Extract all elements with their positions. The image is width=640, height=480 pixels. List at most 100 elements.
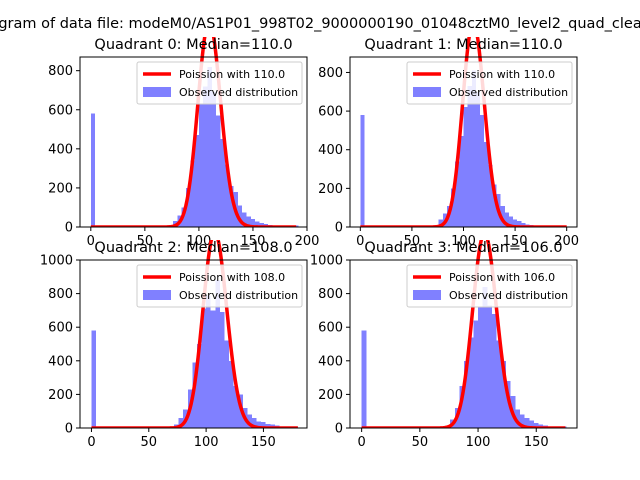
quadrant-3-y-tick-label: 800 xyxy=(318,287,343,302)
quadrant-3-y-tick-label: 200 xyxy=(318,388,343,403)
quadrant-3-hist-bar xyxy=(519,414,525,428)
quadrant-3-hist-bar xyxy=(468,337,474,428)
quadrant-3-hist-bar xyxy=(473,320,479,428)
quadrant-1-y-tick-label: 400 xyxy=(318,143,343,158)
quadrant-3-hist-bar xyxy=(492,313,497,428)
quadrant-1-hist-bar xyxy=(492,184,497,227)
quadrant-2-legend-hist-label: Observed distribution xyxy=(179,289,298,302)
quadrant-1-hist-bar xyxy=(484,142,489,227)
quadrant-2-y-tick-label: 600 xyxy=(48,321,73,336)
quadrant-3-poisson-curve xyxy=(361,240,566,428)
quadrant-0-hist-bar xyxy=(216,115,221,227)
quadrant-0-hist-bar xyxy=(224,164,230,227)
quadrant-2-legend-box xyxy=(136,264,303,308)
quadrant-0-hist-bar xyxy=(242,212,247,227)
quadrant-0-hist-bar xyxy=(198,103,204,227)
quadrant-2-hist-bar xyxy=(219,312,225,428)
quadrant-0-x-tick-label: 100 xyxy=(186,234,211,249)
quadrant-0-x-tick-label: 150 xyxy=(241,234,266,249)
quadrant-1-hist-bar xyxy=(467,85,472,228)
quadrant-2-x-tick-label: 100 xyxy=(194,435,219,450)
quadrant-1-y-tick-label: 200 xyxy=(318,182,343,197)
quadrant-0-hist-bar xyxy=(90,113,96,227)
quadrant-2-axes-frame xyxy=(79,259,308,429)
quadrant-1-hist-bar xyxy=(521,223,526,227)
quadrant-0-y-tick-label: 200 xyxy=(48,181,73,196)
quadrant-0-hist-bar xyxy=(250,219,256,227)
quadrant-2-y-tick-label: 0 xyxy=(65,422,73,437)
quadrant-2-y-tick-label: 800 xyxy=(48,287,73,302)
quadrant-0-panel: 0 50 100 150 200 0 200 400 600 800 Quadrant 0: Med… xyxy=(48,37,319,249)
quadrant-2-hist-bar xyxy=(178,417,184,428)
quadrant-1-hist-bar xyxy=(504,212,509,227)
quadrant-1-hist-bar xyxy=(451,188,456,227)
quadrant-1-x-tick-label: 100 xyxy=(451,234,476,249)
quadrant-1-hist-bar xyxy=(459,136,464,227)
quadrant-1-x-tick-label: 50 xyxy=(404,234,421,249)
quadrant-0-y-tick-label: 400 xyxy=(48,142,73,157)
quadrant-1-x-tick-label: 0 xyxy=(356,234,364,249)
quadrant-1-hist-bar xyxy=(360,114,365,227)
quadrant-0-y-tick-label: 600 xyxy=(48,103,73,118)
quadrant-3-y-tick-label: 400 xyxy=(318,354,343,369)
quadrant-2-hist-bar xyxy=(210,310,216,428)
quadrant-1-hist-bar xyxy=(480,114,485,227)
quadrant-0-hist-bar xyxy=(237,205,243,227)
quadrant-0-hist-bar xyxy=(194,135,199,227)
quadrant-3-legend-box xyxy=(406,264,573,308)
quadrant-3-hist-bar xyxy=(496,340,502,428)
quadrant-0-hist-bar xyxy=(259,223,264,227)
quadrant-1-y-tick-label: 800 xyxy=(318,66,343,81)
quadrant-0-legend-hist-swatch xyxy=(143,87,171,97)
quadrant-0-hist-bar xyxy=(203,86,208,227)
quadrant-3-hist-bar xyxy=(524,417,530,428)
quadrant-1-hist-bar xyxy=(471,70,476,227)
quadrant-0-y-tick-label: 800 xyxy=(48,64,73,79)
quadrant-0-hist-bar xyxy=(229,185,234,227)
quadrant-0-hist-bar xyxy=(246,216,251,227)
quadrant-1-hist-bar xyxy=(438,219,443,227)
quadrant-1-hist-bar xyxy=(517,221,522,227)
quadrant-3-hist-bar xyxy=(533,422,539,428)
quadrant-2-y-tick-label: 200 xyxy=(48,388,73,403)
quadrant-2-hist-bar xyxy=(206,295,211,428)
quadrant-2-hist-bar xyxy=(229,360,234,428)
quadrant-2-hist-bar xyxy=(224,340,230,428)
quadrant-3-hist-bar xyxy=(361,330,367,428)
quadrant-0-x-tick-label: 50 xyxy=(137,234,154,249)
quadrant-0-axes-frame xyxy=(79,56,308,228)
quadrant-3-hist-bar xyxy=(464,360,469,428)
quadrant-2-hist-bar xyxy=(247,414,252,428)
quadrant-2-x-tick-label: 150 xyxy=(251,435,276,450)
quadrant-0-hist-bar xyxy=(185,187,191,227)
quadrant-0-hist-bar xyxy=(211,92,217,227)
quadrant-2-y-tick-label: 400 xyxy=(48,354,73,369)
quadrant-3-axes-frame xyxy=(349,259,578,429)
quadrant-0-title: Quadrant 0: Median=110.0 xyxy=(94,37,292,53)
quadrant-1-hist-bar xyxy=(475,91,481,227)
quadrant-2-hist-bar xyxy=(201,308,207,428)
quadrant-1-legend-fit-label: Poission with 110.0 xyxy=(449,68,555,81)
quadrant-2-hist-bar xyxy=(192,362,197,428)
quadrant-3-x-tick-label: 150 xyxy=(524,435,549,450)
quadrant-1-y-tick-label: 0 xyxy=(335,221,343,236)
quadrant-3-x-tick-label: 50 xyxy=(412,435,429,450)
quadrant-1-hist-bar xyxy=(508,216,514,227)
quadrant-3-hist-bar xyxy=(529,420,534,428)
quadrant-1-legend-box xyxy=(406,61,573,105)
quadrant-2-hist-bar xyxy=(215,280,220,428)
quadrant-1-legend-hist-label: Observed distribution xyxy=(449,86,568,99)
quadrant-1-hist-bar xyxy=(455,161,460,227)
quadrant-3-hist-bar xyxy=(515,409,520,428)
quadrant-3-panel: 0 50 100 150 0 200 400 600 800 1000 Quadrant 3: Me… xyxy=(310,240,578,450)
quadrant-0-legend-box xyxy=(136,61,303,105)
quadrant-2-legend-hist-swatch xyxy=(143,290,171,300)
quadrant-0-legend-fit-label: Poission with 110.0 xyxy=(179,68,285,81)
quadrant-2-title: Quadrant 2: Median=108.0 xyxy=(94,240,292,256)
quadrant-1-x-tick-label: 150 xyxy=(503,234,528,249)
quadrant-1-y-tick-label: 600 xyxy=(318,105,343,120)
quadrant-0-y-tick-label: 0 xyxy=(65,221,73,236)
quadrant-0-x-tick-label: 0 xyxy=(87,234,95,249)
quadrant-3-y-tick-label: 0 xyxy=(335,422,343,437)
